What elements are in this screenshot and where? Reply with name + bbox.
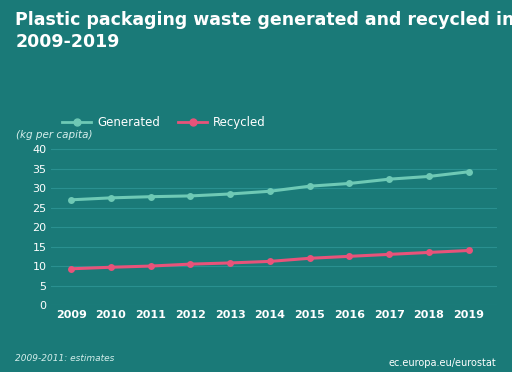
Text: (kg per capita): (kg per capita) <box>15 130 92 140</box>
Legend: Generated, Recycled: Generated, Recycled <box>57 111 271 134</box>
Text: ec.europa.eu/eurostat: ec.europa.eu/eurostat <box>389 358 497 368</box>
Text: Plastic packaging waste generated and recycled in the EU,
2009-2019: Plastic packaging waste generated and re… <box>15 11 512 51</box>
Text: 2009-2011: estimates: 2009-2011: estimates <box>15 354 115 363</box>
